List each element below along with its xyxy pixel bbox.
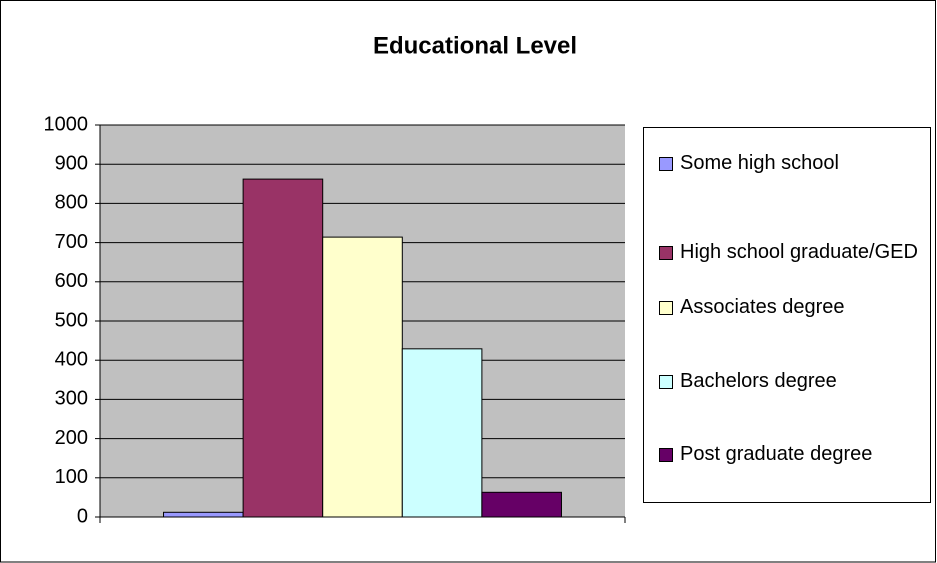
- y-tick-label: 700: [55, 231, 88, 253]
- legend-swatch: [659, 245, 673, 260]
- legend-label: Post graduate degree: [680, 442, 873, 465]
- y-tick-label: 400: [55, 348, 88, 370]
- y-tick-label: 1000: [44, 113, 89, 135]
- legend-label: Associates degree: [680, 295, 845, 318]
- bar: [242, 178, 324, 518]
- y-tick-label: 900: [55, 152, 88, 174]
- legend-swatch: [659, 156, 673, 171]
- bar: [401, 348, 483, 518]
- legend-label: High school graduate/GED: [680, 240, 918, 263]
- legend-swatch: [659, 447, 673, 462]
- legend-label: Some high school: [680, 151, 839, 174]
- y-tick-label: 800: [55, 192, 88, 214]
- legend-box: [643, 127, 931, 503]
- y-tick-label: 600: [55, 270, 88, 292]
- y-tick-label: 300: [55, 388, 88, 410]
- y-tick-label: 100: [55, 466, 88, 488]
- legend-label: Bachelors degree: [680, 369, 837, 392]
- chart-title: Educational Level: [373, 32, 577, 59]
- y-tick-label: 0: [77, 505, 88, 527]
- legend-swatch: [659, 374, 673, 389]
- bar: [163, 511, 244, 518]
- y-tick-label: 500: [55, 309, 88, 331]
- bar: [481, 491, 562, 518]
- bar: [322, 236, 403, 518]
- y-tick-label: 200: [55, 427, 88, 449]
- legend-swatch: [659, 300, 673, 315]
